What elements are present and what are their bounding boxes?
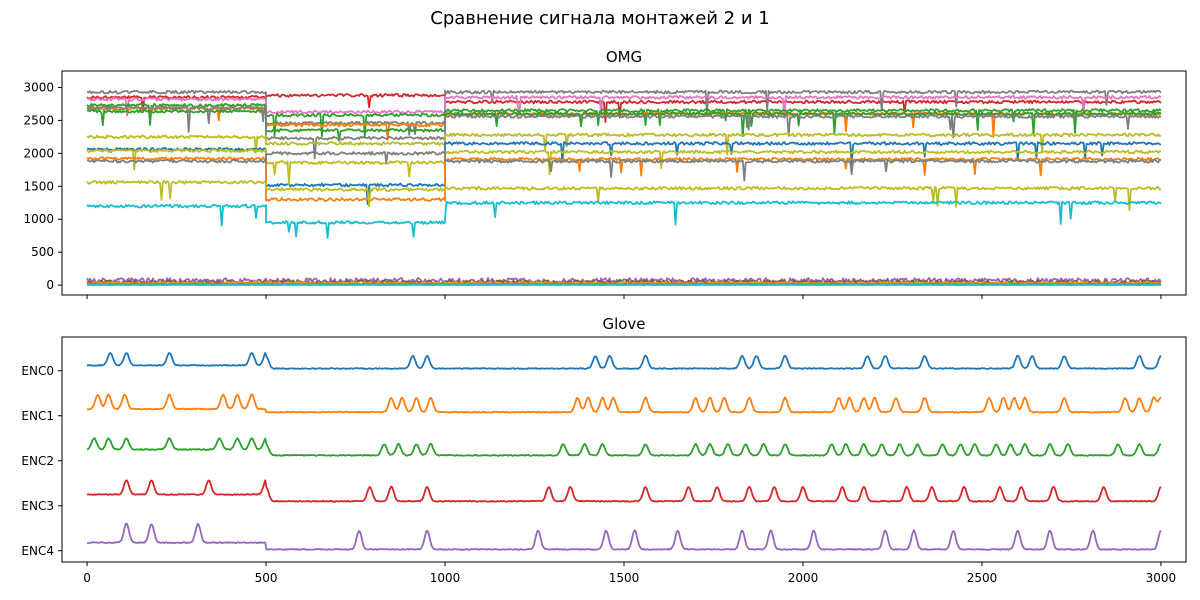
y-tick-label: 2000 — [23, 146, 54, 160]
omg-axes: OMG 0 500 1000 1500 2000 2500 3000 — [23, 48, 1187, 299]
omg-series-line-12 — [86, 180, 1162, 211]
omg-ticks: 0 500 1000 1500 2000 2500 3000 — [23, 80, 1162, 299]
omg-series-line-18 — [86, 281, 1161, 286]
glove-axes: Glove 0 500 1000 1500 2000 2500 3000 ENC0 ENC1 EN… — [21, 315, 1187, 585]
y-tick-label: ENC0 — [21, 364, 54, 378]
glove-plot-area — [86, 352, 1162, 551]
glove-series-line-2 — [86, 437, 1162, 457]
omg-series-line-3 — [86, 102, 1162, 138]
figure-title: Сравнение сигнала монтажей 2 и 1 — [430, 8, 770, 29]
omg-series-line-11 — [86, 151, 1162, 182]
omg-series-line-7 — [86, 132, 1162, 156]
y-tick-label: ENC4 — [21, 544, 54, 558]
x-tick-label: 1500 — [609, 571, 640, 585]
omg-series-line-10 — [86, 156, 1162, 202]
y-tick-label: 0 — [46, 278, 54, 292]
omg-series-line-2 — [86, 95, 1162, 120]
y-tick-label: 3000 — [23, 80, 54, 94]
omg-title: OMG — [606, 48, 642, 66]
glove-series-line-4 — [87, 522, 1162, 551]
omg-plot-area — [86, 89, 1162, 286]
y-tick-label: 2500 — [23, 113, 54, 127]
glove-ticks: 0 500 1000 1500 2000 2500 3000 ENC0 ENC1 ENC2 ENC3… — [21, 364, 1176, 585]
y-tick-label: 1500 — [23, 179, 54, 193]
x-tick-label: 0 — [83, 571, 91, 585]
x-tick-label: 1000 — [430, 571, 461, 585]
omg-series-line-9 — [86, 148, 1162, 185]
x-tick-label: 500 — [255, 571, 278, 585]
y-tick-label: ENC3 — [21, 499, 54, 513]
omg-series-line-6 — [86, 105, 1162, 160]
x-tick-label: 2000 — [788, 571, 819, 585]
x-tick-label: 2500 — [967, 571, 998, 585]
omg-series-line-14 — [86, 277, 1162, 285]
y-tick-label: ENC1 — [21, 409, 54, 423]
y-tick-label: ENC2 — [21, 454, 54, 468]
y-tick-label: 1000 — [23, 212, 54, 226]
glove-series-line-3 — [86, 479, 1162, 503]
glove-title: Glove — [602, 315, 645, 333]
y-tick-label: 500 — [31, 245, 54, 259]
glove-series-line-1 — [87, 393, 1162, 414]
omg-series-line-13 — [86, 200, 1162, 239]
glove-series-line-0 — [86, 352, 1162, 370]
x-tick-label: 3000 — [1146, 571, 1177, 585]
